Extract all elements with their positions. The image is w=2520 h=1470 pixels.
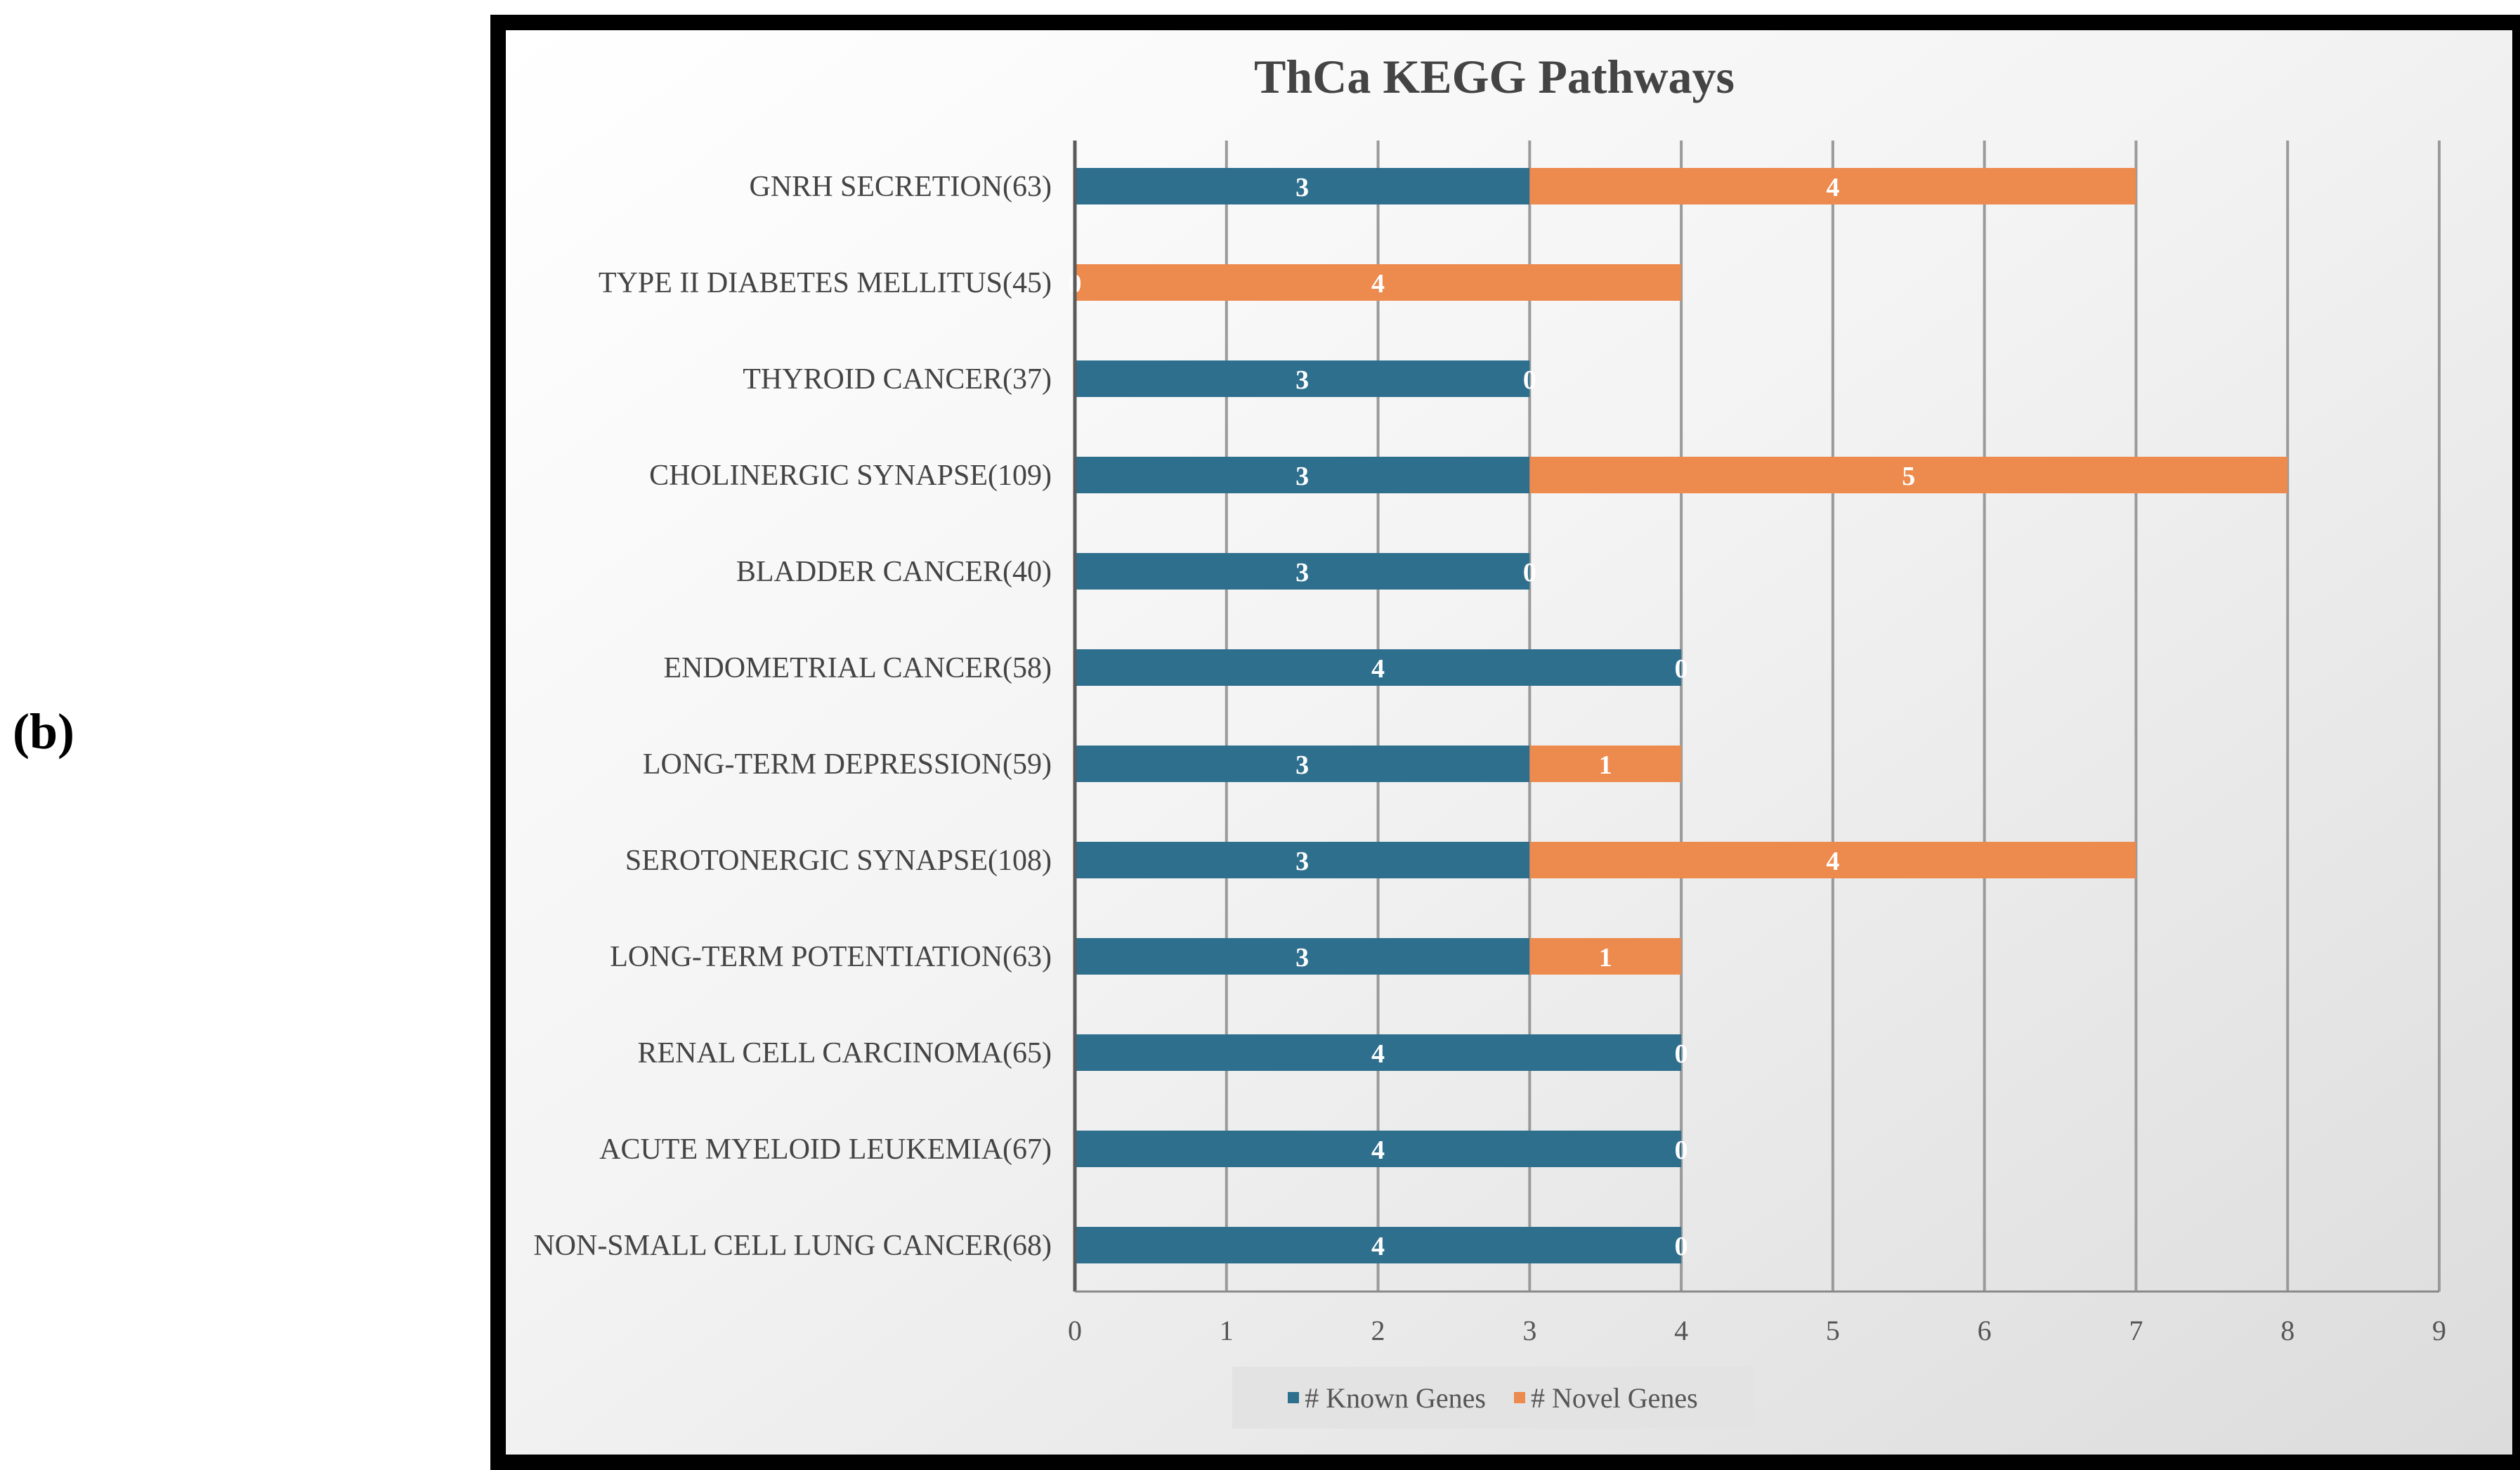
novel-genes-bar bbox=[1529, 938, 1682, 975]
category-label: NON-SMALL CELL LUNG CANCER(68) bbox=[533, 1230, 1052, 1262]
novel-genes-bar bbox=[1529, 746, 1682, 782]
data-label: 0 bbox=[1675, 1136, 1688, 1165]
legend-swatch-novel bbox=[1514, 1392, 1525, 1403]
known-genes-bar bbox=[1075, 457, 1530, 493]
legend-label-novel: # Novel Genes bbox=[1531, 1381, 1698, 1414]
data-label: 3 bbox=[1295, 847, 1309, 876]
data-label: 4 bbox=[1826, 847, 1839, 876]
x-tick-label: 1 bbox=[1220, 1315, 1234, 1346]
data-label: 0 bbox=[1675, 654, 1688, 684]
data-label: 4 bbox=[1371, 269, 1385, 299]
legend-label-known: # Known Genes bbox=[1305, 1381, 1486, 1414]
legend: # Known Genes # Novel Genes bbox=[1232, 1367, 1754, 1429]
data-label: 1 bbox=[1599, 943, 1612, 973]
data-label: 0 bbox=[1523, 558, 1536, 587]
category-label: RENAL CELL CARCINOMA(65) bbox=[637, 1037, 1052, 1069]
known-genes-bar bbox=[1075, 168, 1530, 204]
category-label: GNRH SECRETION(63) bbox=[750, 171, 1052, 203]
category-label: SEROTONERGIC SYNAPSE(108) bbox=[625, 845, 1052, 877]
data-label: 3 bbox=[1295, 750, 1309, 780]
category-label: LONG-TERM POTENTIATION(63) bbox=[610, 941, 1052, 973]
known-genes-bar bbox=[1075, 649, 1682, 686]
novel-genes-bar bbox=[1075, 264, 1682, 301]
category-label: ACUTE MYELOID LEUKEMIA(67) bbox=[599, 1133, 1052, 1166]
data-label: 3 bbox=[1295, 462, 1309, 491]
novel-genes-bar bbox=[1529, 842, 2136, 878]
panel-label: (b) bbox=[13, 703, 74, 760]
known-genes-bar bbox=[1075, 360, 1530, 397]
data-label: 1 bbox=[1599, 750, 1612, 780]
legend-swatch-known bbox=[1288, 1392, 1300, 1403]
x-tick-label: 4 bbox=[1674, 1315, 1688, 1346]
data-label: 3 bbox=[1295, 558, 1309, 587]
data-label: 3 bbox=[1295, 365, 1309, 395]
x-tick-label: 8 bbox=[2280, 1315, 2294, 1346]
known-genes-bar bbox=[1075, 1131, 1682, 1167]
data-label: 4 bbox=[1371, 1136, 1385, 1165]
x-tick-label: 5 bbox=[1826, 1315, 1840, 1346]
legend-item-known: # Known Genes bbox=[1288, 1381, 1486, 1414]
known-genes-bar bbox=[1075, 1034, 1682, 1071]
category-label: THYROID CANCER(37) bbox=[743, 363, 1052, 396]
category-label: LONG-TERM DEPRESSION(59) bbox=[643, 748, 1052, 781]
category-label: TYPE II DIABETES MELLITUS(45) bbox=[599, 267, 1052, 299]
data-label: 3 bbox=[1295, 943, 1309, 973]
data-label: 0 bbox=[1675, 1039, 1688, 1069]
x-tick-label: 9 bbox=[2432, 1315, 2446, 1346]
data-label: 0 bbox=[1523, 365, 1536, 395]
x-tick-label: 6 bbox=[1978, 1315, 1992, 1346]
known-genes-bar bbox=[1075, 842, 1530, 878]
legend-item-novel: # Novel Genes bbox=[1514, 1381, 1698, 1414]
category-label: ENDOMETRIAL CANCER(58) bbox=[663, 652, 1052, 684]
known-genes-bar bbox=[1075, 746, 1530, 782]
category-label: CHOLINERGIC SYNAPSE(109) bbox=[649, 460, 1052, 492]
data-label: 3 bbox=[1295, 173, 1309, 202]
chart-frame bbox=[490, 15, 2520, 1470]
x-tick-label: 0 bbox=[1068, 1315, 1082, 1346]
data-label: 4 bbox=[1371, 1232, 1385, 1261]
known-genes-bar bbox=[1075, 553, 1530, 590]
data-label: 4 bbox=[1826, 173, 1839, 202]
data-label: 4 bbox=[1371, 654, 1385, 684]
category-label: BLADDER CANCER(40) bbox=[736, 556, 1052, 588]
chart-title: ThCa KEGG Pathways bbox=[1254, 50, 1735, 103]
known-genes-bar bbox=[1075, 938, 1530, 975]
data-label: 5 bbox=[1902, 462, 1915, 491]
x-tick-label: 7 bbox=[2129, 1315, 2143, 1346]
known-genes-bar bbox=[1075, 1227, 1682, 1263]
novel-genes-bar bbox=[1529, 168, 2136, 204]
x-tick-label: 2 bbox=[1371, 1315, 1385, 1346]
data-label: 0 bbox=[1675, 1232, 1688, 1261]
data-label: 4 bbox=[1371, 1039, 1385, 1069]
x-tick-label: 3 bbox=[1522, 1315, 1536, 1346]
novel-genes-bar bbox=[1529, 457, 2288, 493]
